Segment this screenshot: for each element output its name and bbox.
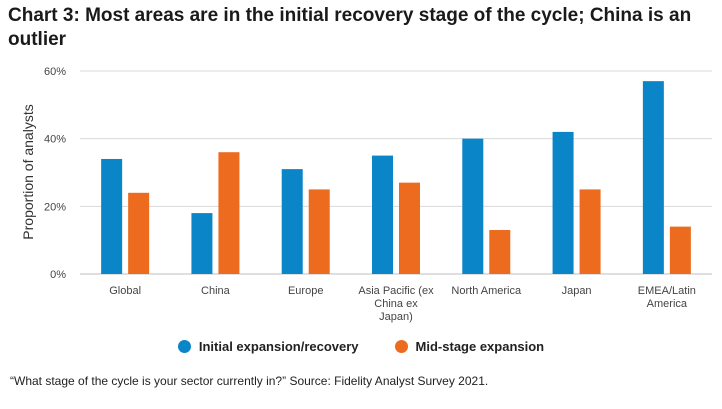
bar-chart: 0% 20% 40% 60% Global China Europe Asia Pacifi… bbox=[20, 66, 712, 323]
legend-item-mid: Mid-stage expansion bbox=[394, 339, 545, 354]
legend-item-initial: Initial expansion/recovery bbox=[177, 339, 359, 354]
y-tick-label: 60% bbox=[44, 66, 66, 78]
legend: Initial expansion/recovery Mid-stage exp… bbox=[0, 339, 722, 354]
bar-mid-4 bbox=[489, 230, 511, 274]
y-tick-label: 40% bbox=[44, 134, 66, 146]
bar-mid-6 bbox=[669, 226, 691, 274]
x-tick-label: Global bbox=[109, 285, 141, 297]
x-tick-label: Europe bbox=[288, 285, 323, 297]
bar-initial-5 bbox=[552, 131, 574, 274]
gridlines bbox=[80, 70, 712, 275]
x-tick-label: EMEA/Latin America bbox=[638, 285, 696, 310]
x-tick-label: Japan bbox=[562, 285, 592, 297]
legend-label-initial: Initial expansion/recovery bbox=[198, 339, 359, 354]
legend-label-mid: Mid-stage expansion bbox=[415, 339, 545, 354]
x-tick-label: Asia Pacific (ex China ex Japan) bbox=[358, 285, 434, 323]
bar-mid-2 bbox=[308, 189, 330, 274]
bar-initial-1 bbox=[191, 213, 213, 274]
bar-initial-2 bbox=[281, 169, 303, 274]
bar-mid-3 bbox=[399, 182, 420, 274]
x-tick-label: China bbox=[201, 285, 231, 297]
x-axis-labels: Global China Europe Asia Pacific (ex China e… bbox=[109, 285, 696, 323]
bar-initial-6 bbox=[642, 81, 664, 275]
bar-initial-3 bbox=[372, 155, 393, 274]
bars bbox=[101, 81, 691, 275]
chart-title: Chart 3: Most areas are in the initial r… bbox=[8, 5, 692, 50]
legend-swatch-mid bbox=[394, 340, 408, 353]
source-note: “What stage of the cycle is your sector … bbox=[10, 374, 489, 388]
y-axis: 0% 20% 40% 60% bbox=[44, 66, 66, 281]
y-tick-label: 20% bbox=[44, 201, 66, 213]
y-tick-label: 0% bbox=[50, 269, 66, 281]
bar-initial-4 bbox=[462, 138, 484, 274]
bar-mid-5 bbox=[579, 189, 601, 274]
bar-mid-1 bbox=[218, 152, 240, 274]
bar-mid-0 bbox=[128, 192, 150, 274]
y-axis-label: Proportion of analysts bbox=[20, 104, 36, 239]
x-tick-label: North America bbox=[451, 285, 522, 297]
bar-initial-0 bbox=[101, 158, 123, 274]
legend-swatch-initial bbox=[177, 340, 191, 353]
